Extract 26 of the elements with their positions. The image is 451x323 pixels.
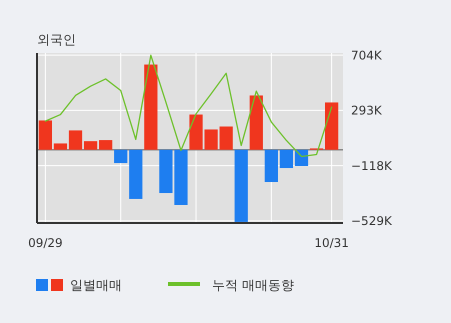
bar xyxy=(174,150,188,205)
bar xyxy=(250,95,263,150)
legend-label: 누적 매매동향 xyxy=(212,278,294,294)
chart-title: 외국인 xyxy=(37,33,76,48)
bar xyxy=(144,64,158,150)
bar xyxy=(84,141,98,150)
bar xyxy=(38,120,52,150)
bar xyxy=(99,140,112,150)
bar xyxy=(204,129,218,150)
bar xyxy=(68,130,82,150)
bar xyxy=(324,102,338,150)
y-tick-label: −118K xyxy=(351,158,393,173)
x-tick-label: 10/31 xyxy=(314,236,349,250)
bar xyxy=(159,150,173,194)
y-tick-label: 293K xyxy=(351,104,383,118)
y-tick-label: −529K xyxy=(351,214,393,228)
line-series xyxy=(44,54,332,158)
x-tick-label: 09/29 xyxy=(28,236,63,250)
bar xyxy=(234,150,248,222)
bar xyxy=(280,150,294,168)
legend-label: 일별매매 xyxy=(70,278,122,294)
bar xyxy=(264,150,278,182)
bar xyxy=(220,126,233,150)
bar xyxy=(54,143,68,150)
y-tick-label: 704K xyxy=(351,48,383,62)
bar xyxy=(189,114,203,150)
